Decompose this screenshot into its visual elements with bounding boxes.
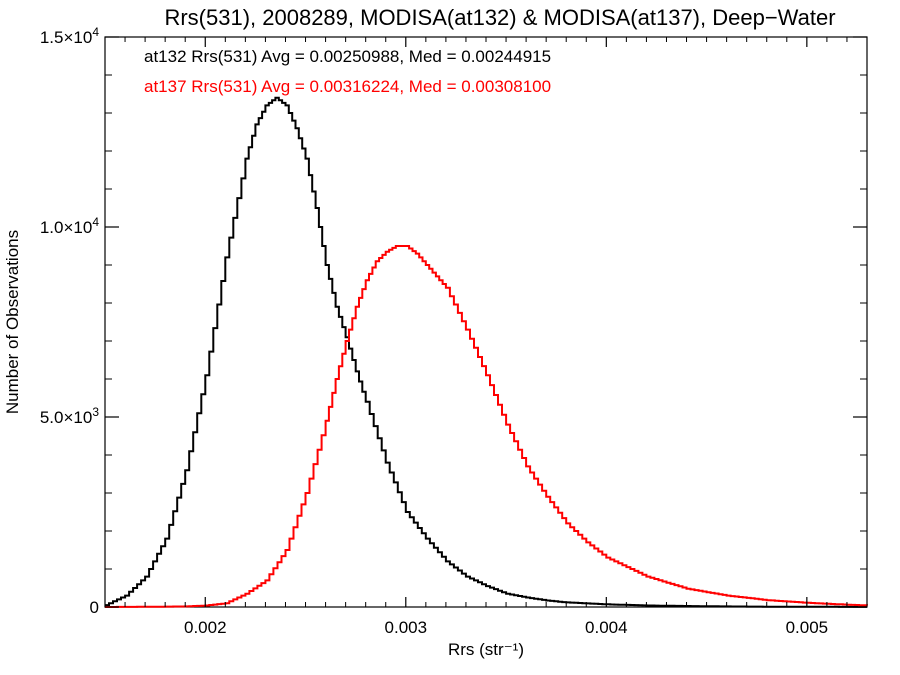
series-line-at137 — [105, 245, 868, 608]
y-tick-label-3: 1.5×104 — [40, 25, 99, 47]
y-tick-label-2: 1.0×104 — [40, 215, 99, 237]
y-tick-label-1: 5.0×103 — [40, 405, 99, 427]
series-layer — [105, 96, 868, 608]
annotation-at137: at137 Rrs(531) Avg = 0.00316224, Med = 0… — [144, 77, 551, 96]
x-tick-label-2: 0.004 — [585, 618, 628, 637]
y-tick-label-0: 0 — [90, 598, 99, 617]
chart-title: Rrs(531), 2008289, MODISA(at132) & MODIS… — [164, 5, 835, 30]
x-tick-label-3: 0.005 — [786, 618, 829, 637]
series-line-at132 — [105, 96, 867, 608]
x-tick-label-1: 0.003 — [385, 618, 428, 637]
x-tick-label-0: 0.002 — [184, 618, 227, 637]
y-axis-label: Number of Observations — [3, 230, 22, 414]
annotation-at132: at132 Rrs(531) Avg = 0.00250988, Med = 0… — [144, 47, 551, 66]
y-axis: 0 5.0×103 1.0×104 1.5×104 — [40, 25, 867, 617]
x-axis: 0.002 0.003 0.004 0.005 — [104, 37, 868, 637]
x-axis-label: Rrs (str⁻¹) — [448, 640, 524, 659]
plot-frame — [104, 36, 868, 608]
